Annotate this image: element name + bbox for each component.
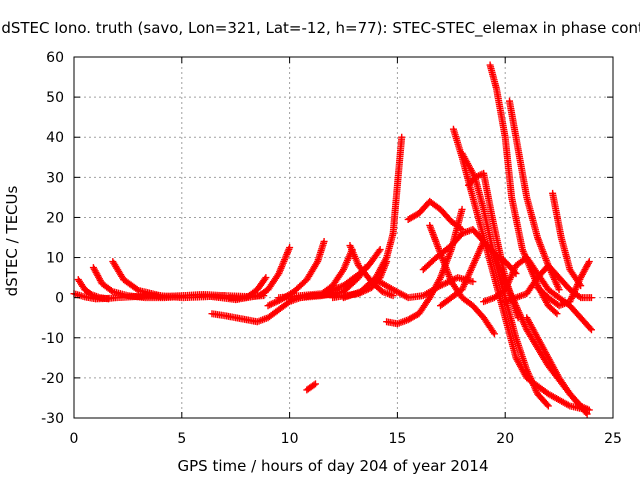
data-point [266,301,274,309]
x-tick-label: 20 [496,431,514,447]
series-arc-13 [324,246,384,296]
data-point [274,297,282,305]
data-point [389,292,397,300]
data-point [584,259,592,267]
plot-frame [73,56,614,419]
series-arc-16 [346,242,397,300]
data-point [269,299,277,307]
data-point [267,300,275,308]
series-arc-25 [465,169,522,322]
series-arc-02 [74,276,112,303]
y-axis-label: dSTEC / TECUs [3,185,21,296]
y-tick-label: -30 [41,411,64,427]
axes: 0 5 10 15 20 25 -30 -20 -10 0 10 20 30 40 50 60 [41,50,622,447]
data-series [70,61,595,418]
y-tick-label: 60 [46,50,64,66]
y-tick-label: -10 [41,331,64,347]
data-point [398,133,406,141]
x-tick-label: 10 [281,431,299,447]
series-arc-31 [534,258,593,310]
series-arc-30 [549,189,585,290]
series-arc-29 [501,262,595,306]
series-arc-15 [340,133,406,302]
data-point [104,295,112,303]
data-point [261,275,269,283]
data-point [469,278,477,286]
data-point [585,258,593,266]
data-point [489,328,497,336]
data-point [544,402,552,410]
data-point [320,238,328,246]
y-tick-label: 10 [46,251,64,267]
chart-title: dSTEC Iono. truth (savo, Lon=321, Lat=-1… [1,19,640,38]
data-point [586,324,594,332]
data-point [458,205,466,213]
data-point [457,224,465,232]
data-point [552,308,560,316]
data-point [555,286,563,294]
data-point [553,310,561,318]
x-tick-label: 0 [70,431,79,447]
data-point [310,381,318,389]
y-tick-label: 40 [46,130,64,146]
series-arc-07 [225,244,294,302]
data-point [271,299,279,307]
data-point [587,294,595,302]
data-point [264,302,272,310]
data-point [375,247,383,255]
series-arc-09 [264,238,328,310]
data-point [490,330,498,338]
y-tick-label: 30 [46,170,64,186]
x-tick-label: 25 [604,431,622,447]
data-point [262,274,270,282]
data-point [376,246,384,254]
series-arc-28 [480,254,595,334]
series-arc-19 [404,197,466,233]
data-point [311,380,319,388]
data-point [587,326,595,334]
y-tick-label: 0 [55,291,64,307]
series-arc-24 [458,149,552,410]
y-tick-label: -20 [41,371,64,387]
data-point [543,401,551,409]
data-point [585,406,593,414]
x-axis-label: GPS time / hours of day 204 of year 2014 [178,457,489,475]
x-tick-label: 5 [177,431,186,447]
series-arc-32 [523,314,593,414]
data-point [272,298,280,306]
data-point [514,314,522,322]
y-tick-label: 50 [46,90,64,106]
data-point [575,293,583,301]
y-tick-label: 20 [46,210,64,226]
x-tick-label: 15 [388,431,406,447]
grid-lines [74,57,613,418]
data-point [133,285,141,293]
data-point [286,244,294,252]
series-arc-12 [303,380,319,394]
